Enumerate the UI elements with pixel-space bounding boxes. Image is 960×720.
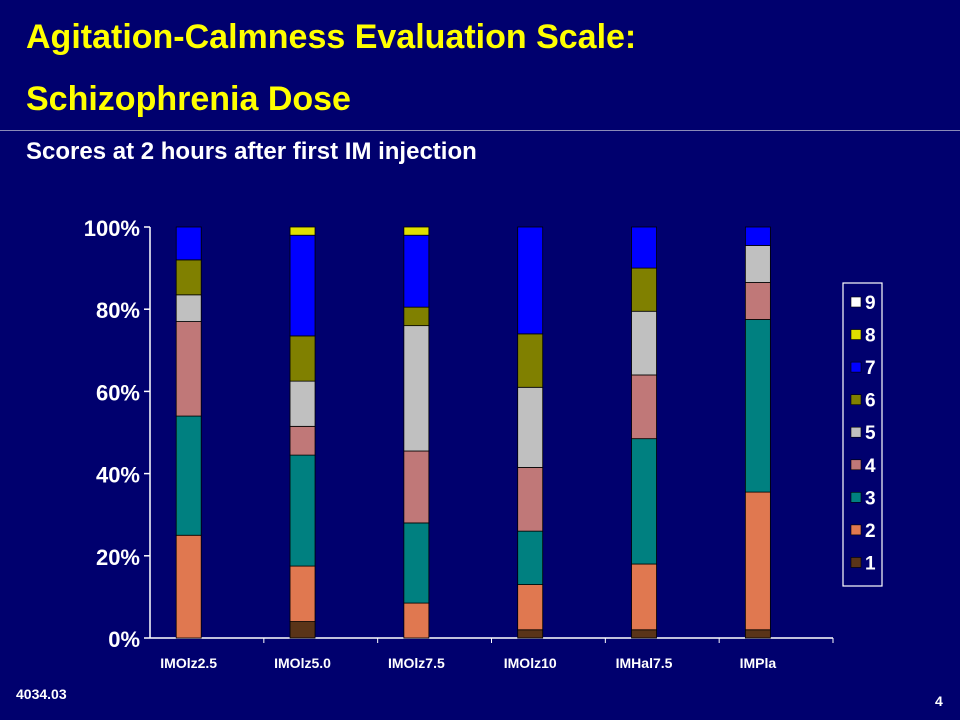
title-divider bbox=[0, 130, 960, 131]
bar-segment-IMOlz5.0-score-3 bbox=[289, 454, 316, 567]
bar-segment-IMOlz7.5-score-3 bbox=[403, 522, 430, 604]
bar-segment-IMOlz10-score-7 bbox=[517, 226, 544, 335]
legend-swatch-7 bbox=[850, 361, 862, 373]
bar-segment-IMOlz2.5-score-7 bbox=[175, 226, 202, 261]
y-tick-label: 100% bbox=[84, 216, 140, 241]
bar-segment-IMOlz5.0-score-4 bbox=[289, 425, 316, 456]
legend-label-3: 3 bbox=[865, 488, 876, 509]
x-tick-label: IMOlz7.5 bbox=[388, 655, 445, 671]
x-tick-label: IMOlz2.5 bbox=[160, 655, 217, 671]
legend-box bbox=[842, 282, 883, 587]
x-tick-label: IMPla bbox=[740, 655, 777, 671]
y-tick-label: 60% bbox=[96, 380, 140, 405]
bar-segment-IMPla-score-4 bbox=[744, 282, 771, 320]
footer-code: 4034.03 bbox=[16, 686, 67, 702]
bar-segment-IMOlz2.5-score-4 bbox=[175, 321, 202, 417]
bar-segment-IMHal7.5-score-1 bbox=[631, 629, 657, 639]
x-tick-label: IMOlz10 bbox=[504, 655, 557, 671]
legend-label-2: 2 bbox=[865, 521, 876, 542]
legend-swatch-4 bbox=[850, 459, 862, 471]
bar-segment-IMHal7.5-score-2 bbox=[631, 563, 657, 631]
legend-label-8: 8 bbox=[865, 326, 876, 347]
x-tick-label: IMHal7.5 bbox=[616, 655, 673, 671]
bar-segment-IMOlz7.5-score-6 bbox=[403, 306, 430, 327]
bar-segment-IMOlz5.0-score-8 bbox=[289, 226, 316, 236]
bar-segment-IMOlz7.5-score-7 bbox=[403, 234, 430, 308]
bar-segment-IMPla-score-7 bbox=[744, 226, 771, 246]
bar-segment-IMPla-score-5 bbox=[744, 245, 771, 283]
legend-swatch-6 bbox=[850, 394, 862, 405]
bar-segment-IMOlz10-score-1 bbox=[517, 629, 544, 639]
bar-segment-IMHal7.5-score-7 bbox=[631, 226, 657, 269]
bar-segment-IMOlz5.0-score-7 bbox=[289, 234, 316, 337]
legend-swatch-9 bbox=[850, 296, 862, 308]
legend-swatch-1 bbox=[850, 557, 862, 568]
legend-swatch-3 bbox=[850, 492, 862, 503]
y-tick-label: 40% bbox=[96, 463, 140, 488]
legend-label-7: 7 bbox=[865, 358, 876, 379]
bar-segment-IMOlz5.0-score-5 bbox=[289, 380, 316, 427]
bar-segment-IMOlz10-score-5 bbox=[517, 386, 544, 468]
slide-title: Agitation-Calmness Evaluation Scale: Sch… bbox=[26, 6, 926, 130]
bar-segment-IMOlz7.5-score-5 bbox=[403, 325, 430, 452]
legend-label-4: 4 bbox=[865, 456, 876, 477]
title-line-2: Schizophrenia Dose bbox=[26, 80, 351, 118]
legend-swatch-5 bbox=[850, 426, 862, 438]
page-number: 4 bbox=[935, 693, 943, 709]
title-line-1: Agitation-Calmness Evaluation Scale: bbox=[26, 18, 637, 56]
bar-segment-IMHal7.5-score-6 bbox=[631, 267, 657, 312]
slide-subtitle: Scores at 2 hours after first IM injecti… bbox=[26, 138, 477, 165]
bar-segment-IMOlz2.5-score-3 bbox=[175, 415, 202, 536]
legend-label-6: 6 bbox=[865, 391, 876, 412]
bar-segment-IMOlz7.5-score-2 bbox=[403, 602, 430, 639]
bar-segment-IMOlz5.0-score-6 bbox=[289, 335, 316, 382]
bar-segment-IMHal7.5-score-3 bbox=[631, 438, 657, 565]
bar-segment-IMOlz10-score-2 bbox=[517, 584, 544, 631]
x-tick-label: IMOlz5.0 bbox=[274, 655, 331, 671]
y-tick-label: 20% bbox=[96, 545, 140, 570]
y-tick-label: 80% bbox=[96, 298, 140, 323]
bar-segment-IMOlz10-score-6 bbox=[517, 333, 544, 388]
legend-label-9: 9 bbox=[865, 293, 876, 314]
bar-segment-IMOlz10-score-3 bbox=[517, 530, 544, 585]
legend-swatch-2 bbox=[850, 524, 862, 536]
bar-segment-IMPla-score-1 bbox=[744, 629, 771, 639]
legend-swatch-8 bbox=[850, 329, 862, 340]
legend-label-1: 1 bbox=[865, 553, 876, 574]
bar-segment-IMHal7.5-score-5 bbox=[631, 310, 657, 376]
y-tick-label: 0% bbox=[108, 627, 140, 652]
bar-segment-IMOlz2.5-score-6 bbox=[175, 259, 202, 296]
bar-segment-IMHal7.5-score-4 bbox=[631, 374, 657, 440]
bar-segment-IMOlz10-score-4 bbox=[517, 467, 544, 532]
bar-segment-IMOlz2.5-score-5 bbox=[175, 294, 202, 322]
bar-segment-IMOlz7.5-score-8 bbox=[403, 226, 430, 236]
bar-segment-IMOlz7.5-score-4 bbox=[403, 450, 430, 524]
bar-segment-IMPla-score-2 bbox=[744, 491, 771, 631]
legend-label-5: 5 bbox=[865, 423, 876, 444]
bar-segment-IMOlz5.0-score-2 bbox=[289, 565, 316, 622]
bar-segment-IMOlz5.0-score-1 bbox=[289, 621, 316, 639]
bar-segment-IMOlz2.5-score-2 bbox=[175, 534, 202, 639]
bar-segment-IMPla-score-3 bbox=[744, 319, 771, 493]
